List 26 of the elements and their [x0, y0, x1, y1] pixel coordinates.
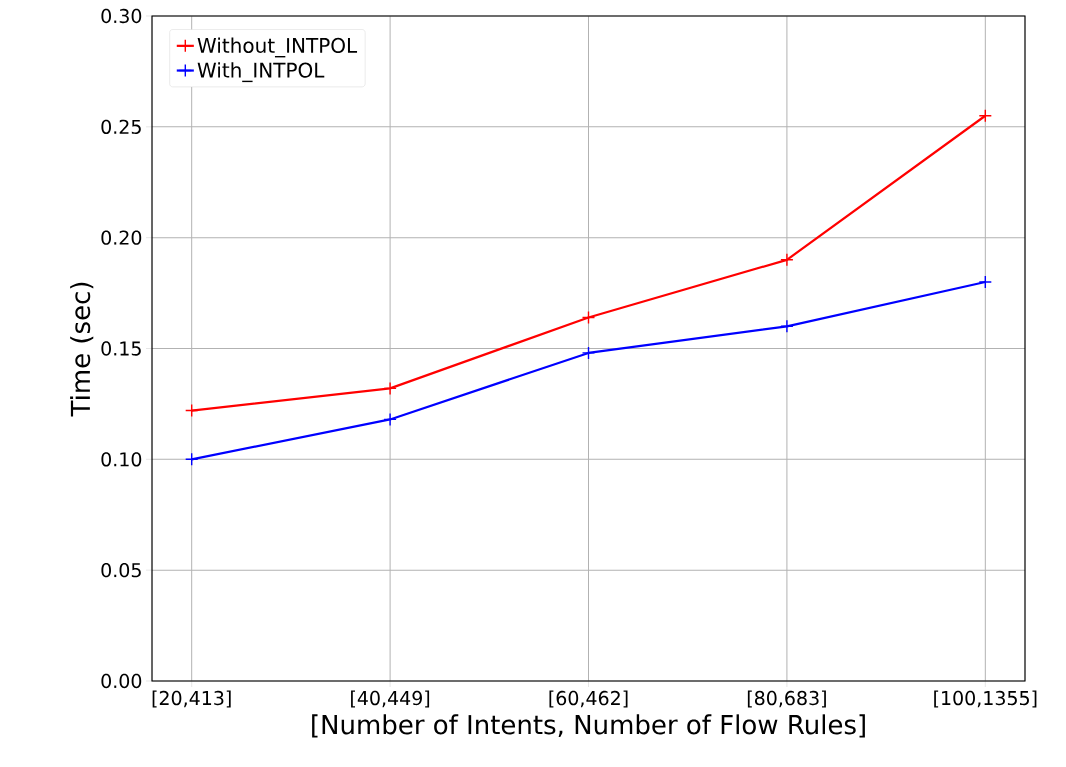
point [780, 319, 794, 334]
legend-label: With_INTPOL [197, 62, 325, 83]
y-tick-label: 0.25 [101, 119, 141, 134]
y-tick-label: 0.20 [101, 230, 142, 245]
point [581, 346, 596, 360]
x-tick-label: [80,683] [747, 690, 826, 708]
x-tick-label: [100,1355] [934, 690, 1037, 708]
point [383, 412, 397, 427]
x-tick-label: [40,449] [351, 690, 430, 708]
point [978, 275, 993, 289]
x-axis-title: [Number of Intents, Number of Flow Rules] [312, 714, 865, 738]
y-axis-title: Time (sec) [70, 282, 94, 417]
legend-label: Without_INTPOL [197, 37, 358, 58]
x-tick-label: [60,462] [549, 690, 628, 708]
point [581, 310, 596, 325]
point [978, 109, 993, 123]
y-tick-label: 0.10 [101, 452, 142, 467]
x-tick-label: [20,413] [152, 690, 231, 708]
y-tick-label: 0.30 [101, 8, 142, 24]
y-tick-label: 0.15 [101, 341, 141, 356]
point [184, 452, 199, 467]
point [780, 253, 794, 267]
point [383, 381, 397, 396]
y-tick-label: 0.00 [101, 673, 142, 689]
point [184, 403, 199, 418]
y-tick-label: 0.05 [101, 562, 141, 578]
